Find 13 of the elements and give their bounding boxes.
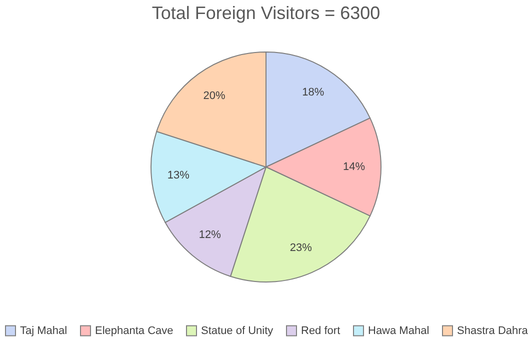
data-label: 13% [167,169,190,182]
legend-label: Elephanta Cave [95,324,174,337]
data-label: 12% [198,228,222,241]
legend-label: Red fort [301,324,340,337]
legend-label: Statue of Unity [201,324,274,337]
data-label: 14% [342,161,366,173]
legend-label: Shastra Dahra [457,324,529,337]
data-label: 20% [203,90,226,102]
data-label: 23% [290,242,312,254]
chart-title: Total Foreign Visitors = 6300 [152,3,380,23]
legend-label: Hawa Mahal [368,324,430,337]
data-label: 18% [302,86,324,99]
legend-label: Taj Mahal [20,324,68,337]
